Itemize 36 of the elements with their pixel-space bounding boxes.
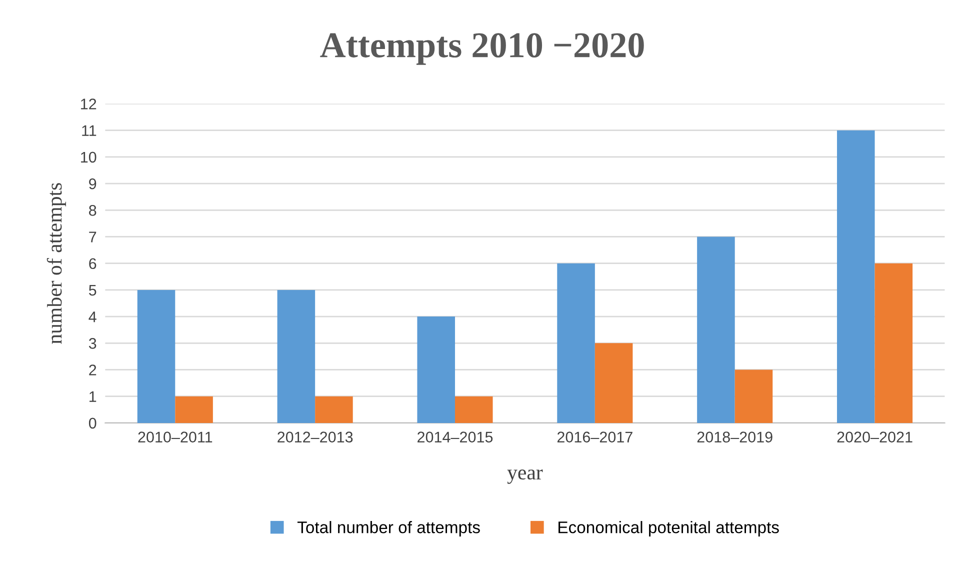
- bar: [417, 316, 455, 423]
- bar: [175, 396, 213, 423]
- y-tick-label: 7: [89, 232, 96, 242]
- y-tick-label: 10: [81, 152, 96, 163]
- y-tick-label: 8: [89, 205, 96, 216]
- x-tick-label: 2020–2021: [837, 432, 912, 442]
- x-tick-label: 2010–2011: [138, 432, 212, 442]
- bar: [874, 263, 913, 423]
- x-tick-label: 2012–2013: [278, 432, 353, 442]
- bar: [836, 130, 875, 423]
- y-tick-label: 1: [90, 391, 96, 402]
- x-tick-label: 2016–2017: [557, 432, 632, 442]
- x-tick-label: 2014–2015: [418, 432, 493, 442]
- bar: [697, 236, 735, 423]
- y-tick-label: 2: [89, 364, 96, 376]
- y-tick-label: 3: [88, 338, 96, 349]
- bar: [315, 396, 353, 423]
- bar: [557, 263, 595, 423]
- y-tick-label: 11: [82, 125, 96, 136]
- bar: [594, 343, 633, 423]
- legend-label: Total number of attempts: [297, 521, 480, 537]
- bar: [277, 290, 316, 423]
- y-tick-label: 0: [88, 418, 96, 429]
- y-tick-label: 6: [89, 258, 96, 270]
- chart-title: Attempts 2010 −2020: [320, 33, 644, 65]
- y-axis-title: number of attempts: [46, 183, 66, 344]
- y-tick-label: 9: [89, 178, 96, 190]
- bar: [137, 290, 176, 423]
- x-tick-label: 2018–2019: [697, 432, 772, 442]
- y-tick-label: 5: [88, 284, 96, 296]
- bar: [734, 370, 773, 423]
- y-tick-label: 4: [88, 312, 96, 322]
- legend-label: Economical potenital attempts: [558, 521, 779, 537]
- y-tick-label: 12: [81, 98, 96, 110]
- bar: [455, 396, 493, 423]
- x-axis-title: year: [507, 470, 543, 484]
